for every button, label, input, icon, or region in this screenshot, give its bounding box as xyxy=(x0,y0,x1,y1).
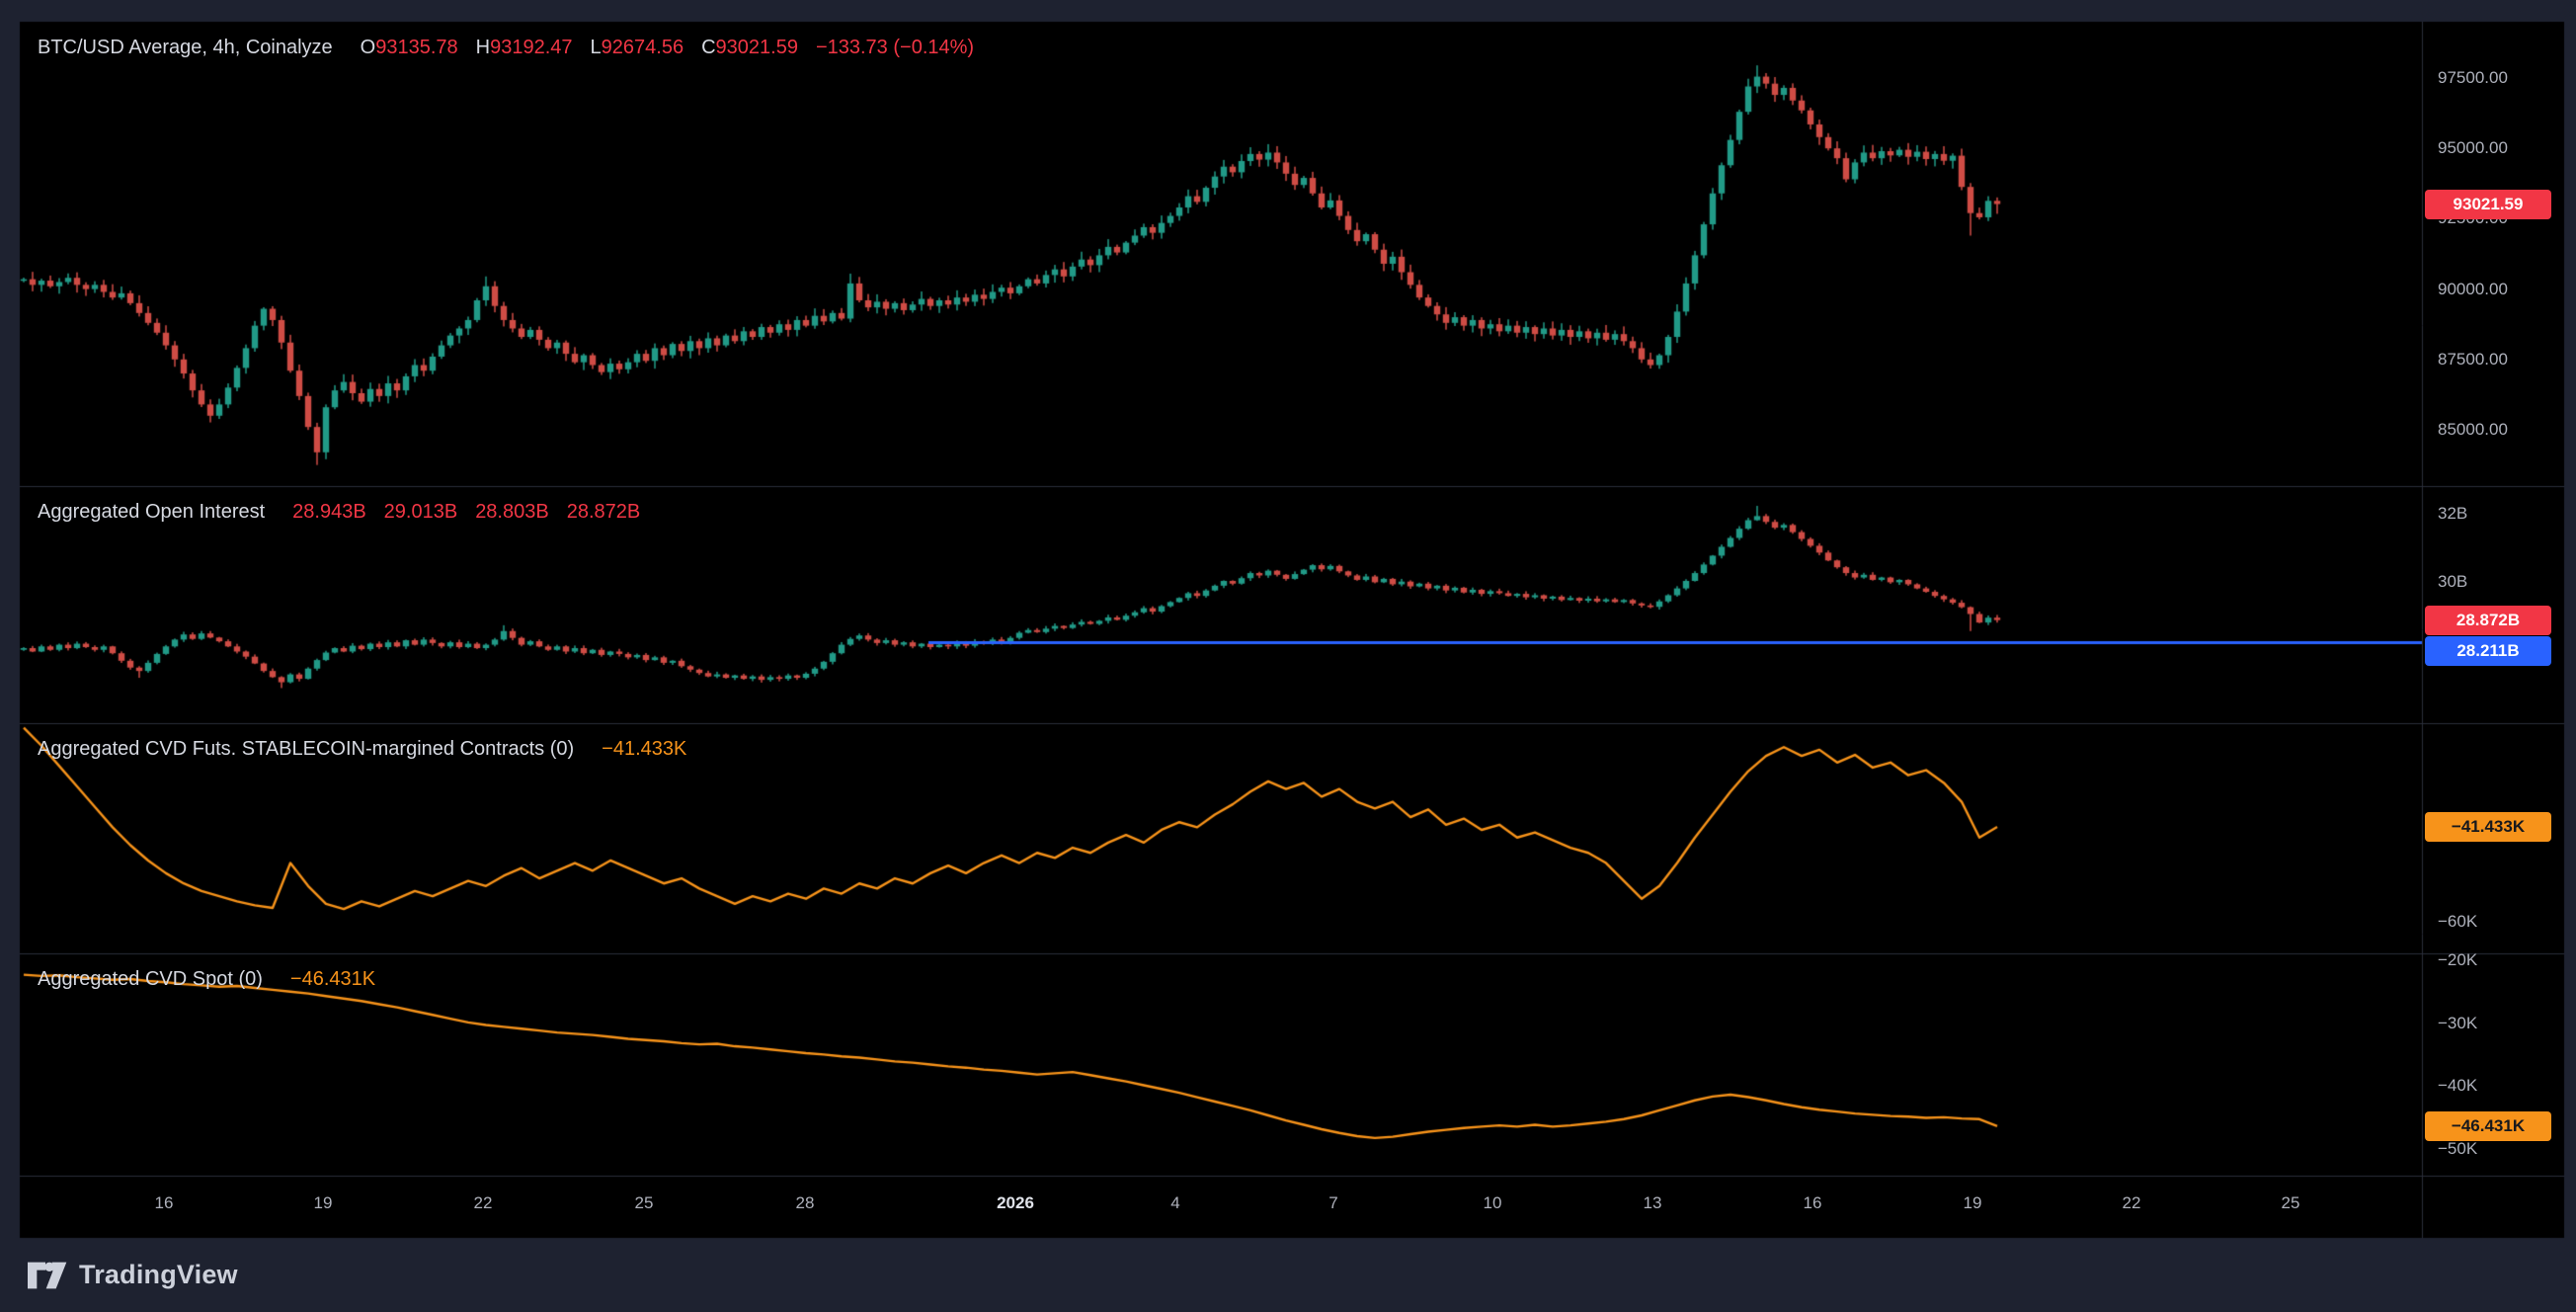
price-axis-label: 32B xyxy=(2438,503,2468,523)
time-axis-label: 19 xyxy=(1963,1193,1982,1212)
pane-price-legend: BTC/USD Average, 4h, Coinalyze O93135.78 H… xyxy=(38,35,974,60)
pane-open-interest-value-3: 28.872B xyxy=(566,501,641,523)
time-axis-label: 28 xyxy=(795,1193,815,1212)
pane-open-interest-value-2: 28.803B xyxy=(475,501,549,523)
pane-cvd-spot-title[interactable]: Aggregated CVD Spot (0) xyxy=(38,968,263,990)
time-axis-label: 19 xyxy=(313,1193,333,1212)
price-axis-label: −20K xyxy=(2438,949,2478,969)
price-axis-label: 30B xyxy=(2438,571,2468,591)
price-axis-badge: −41.433K xyxy=(2425,812,2551,843)
pane-open-interest-title[interactable]: Aggregated Open Interest xyxy=(38,501,266,523)
price-axis-label: −60K xyxy=(2438,911,2478,931)
bottom-bar: TradingView xyxy=(0,1238,2576,1312)
price-axis-badge: 28.211B xyxy=(2425,635,2551,666)
tradingview-logo[interactable]: TradingView xyxy=(28,1260,238,1290)
pane-price-value-4: −133.73 (−0.14%) xyxy=(815,37,975,58)
time-axis-label: 25 xyxy=(634,1193,654,1212)
pane-cvd-futures-title[interactable]: Aggregated CVD Futs. STABLECOIN-margined… xyxy=(38,738,575,760)
pane-cvd-spot-legend: Aggregated CVD Spot (0) −46.431K xyxy=(38,966,375,992)
time-axis-label: 22 xyxy=(473,1193,493,1212)
pane-cvd-futures-value-0: −41.433K xyxy=(602,738,687,760)
time-axis[interactable] xyxy=(20,1176,2422,1238)
price-axis-label: 97500.00 xyxy=(2438,67,2508,87)
tradingview-logo-text: TradingView xyxy=(79,1260,238,1289)
time-axis-label: 4 xyxy=(1170,1193,1180,1212)
time-axis-label: 2026 xyxy=(997,1193,1034,1212)
pane-price-value-0: O93135.78 xyxy=(360,37,458,58)
pane-price-value-2: L92674.56 xyxy=(590,37,684,58)
time-axis-label: 16 xyxy=(1803,1193,1822,1212)
pane-open-interest-value-1: 29.013B xyxy=(383,501,458,523)
pane-price-value-3: C93021.59 xyxy=(701,37,798,58)
time-axis-label: 25 xyxy=(2281,1193,2300,1212)
time-axis-label: 10 xyxy=(1483,1193,1502,1212)
price-axis-label: 87500.00 xyxy=(2438,349,2508,369)
price-axis-badge: 93021.59 xyxy=(2425,189,2551,219)
price-axis-label: 95000.00 xyxy=(2438,138,2508,158)
price-axis-label: −30K xyxy=(2438,1013,2478,1032)
price-axis-label: 85000.00 xyxy=(2438,420,2508,440)
tradingview-logo-icon xyxy=(28,1262,67,1288)
price-axis-label: 90000.00 xyxy=(2438,279,2508,298)
price-axis-label: −50K xyxy=(2438,1138,2478,1158)
pane-price-title[interactable]: BTC/USD Average, 4h, Coinalyze xyxy=(38,37,333,58)
pane-cvd-futures-legend: Aggregated CVD Futs. STABLECOIN-margined… xyxy=(38,736,686,762)
time-axis-label: 22 xyxy=(2122,1193,2141,1212)
price-axis-badge: 28.872B xyxy=(2425,605,2551,635)
pane-open-interest-value-0: 28.943B xyxy=(292,501,366,523)
time-axis-label: 7 xyxy=(1328,1193,1338,1212)
pane-open-interest-legend: Aggregated Open Interest 28.943B 29.013B 28… xyxy=(38,499,640,525)
pane-price-value-1: H93192.47 xyxy=(475,37,573,58)
price-axis-label: −40K xyxy=(2438,1076,2478,1096)
pane-cvd-spot-value-0: −46.431K xyxy=(289,968,376,990)
price-axis-badge: −46.431K xyxy=(2425,1110,2551,1141)
time-axis-label: 13 xyxy=(1643,1193,1662,1212)
time-axis-label: 16 xyxy=(154,1193,174,1212)
